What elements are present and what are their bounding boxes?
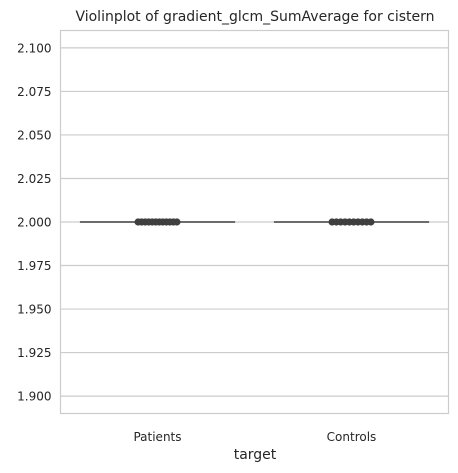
- y-tick-label: 2.050: [17, 128, 51, 142]
- data-point: [367, 218, 375, 226]
- y-tick-label: 2.100: [17, 41, 51, 55]
- x-axis-label: target: [234, 447, 277, 463]
- violin-controls: [273, 218, 430, 226]
- y-tick-label: 2.025: [17, 172, 51, 186]
- y-tick-labels: 1.900 1.925 1.950 1.975 2.000 2.025 2.050 2.075…: [17, 41, 51, 403]
- violin-patients: [79, 218, 236, 226]
- y-tick-label: 2.075: [17, 85, 51, 99]
- y-tick-label: 1.900: [17, 390, 51, 404]
- data-point: [173, 218, 181, 226]
- x-tick-labels: Patients Controls: [133, 430, 376, 444]
- chart-title: Violinplot of gradient_glcm_SumAverage f…: [75, 9, 434, 25]
- y-tick-label: 2.000: [17, 216, 51, 230]
- y-tick-label: 1.950: [17, 303, 51, 317]
- plot-frame: [59, 29, 450, 415]
- y-tick-label: 1.975: [17, 259, 51, 273]
- x-tick-label: Controls: [327, 430, 377, 444]
- violin-marks: [79, 218, 430, 226]
- y-tick-label: 1.925: [17, 346, 51, 360]
- x-tick-label: Patients: [133, 430, 181, 444]
